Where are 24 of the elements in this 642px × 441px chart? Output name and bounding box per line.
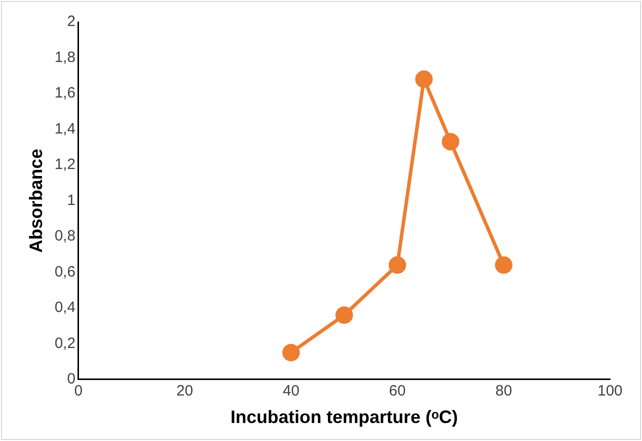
y-tick-label: 2: [67, 13, 76, 30]
x-tick-label: 100: [597, 382, 623, 400]
y-tick-label: 0: [67, 370, 76, 388]
y-tick-label: 0,8: [54, 228, 76, 245]
point: [388, 256, 406, 274]
point: [415, 70, 433, 88]
y-tick-label: 0,6: [54, 263, 76, 280]
y-axis-title: Absorbance: [26, 148, 46, 253]
point: [442, 132, 460, 150]
y-tick-label: 0,4: [54, 299, 76, 316]
y-tick-label: 0,2: [54, 334, 76, 352]
y-tick-label: 1: [67, 192, 76, 209]
y-tick-label: 1,4: [54, 120, 76, 138]
y-tick-label: 1,6: [54, 84, 76, 102]
x-axis-title: Incubation temparture (ᵒC): [230, 407, 458, 428]
x-tick-label: 60: [389, 382, 406, 400]
x-tick-label: 40: [282, 382, 300, 400]
point: [282, 344, 300, 362]
y-tick-label: 1,8: [54, 48, 76, 66]
y-tick-label: 1,2: [54, 156, 76, 174]
x-tick-label: 80: [495, 382, 512, 400]
point: [335, 306, 353, 324]
point: [494, 256, 512, 274]
x-tick-label: 20: [176, 382, 194, 400]
